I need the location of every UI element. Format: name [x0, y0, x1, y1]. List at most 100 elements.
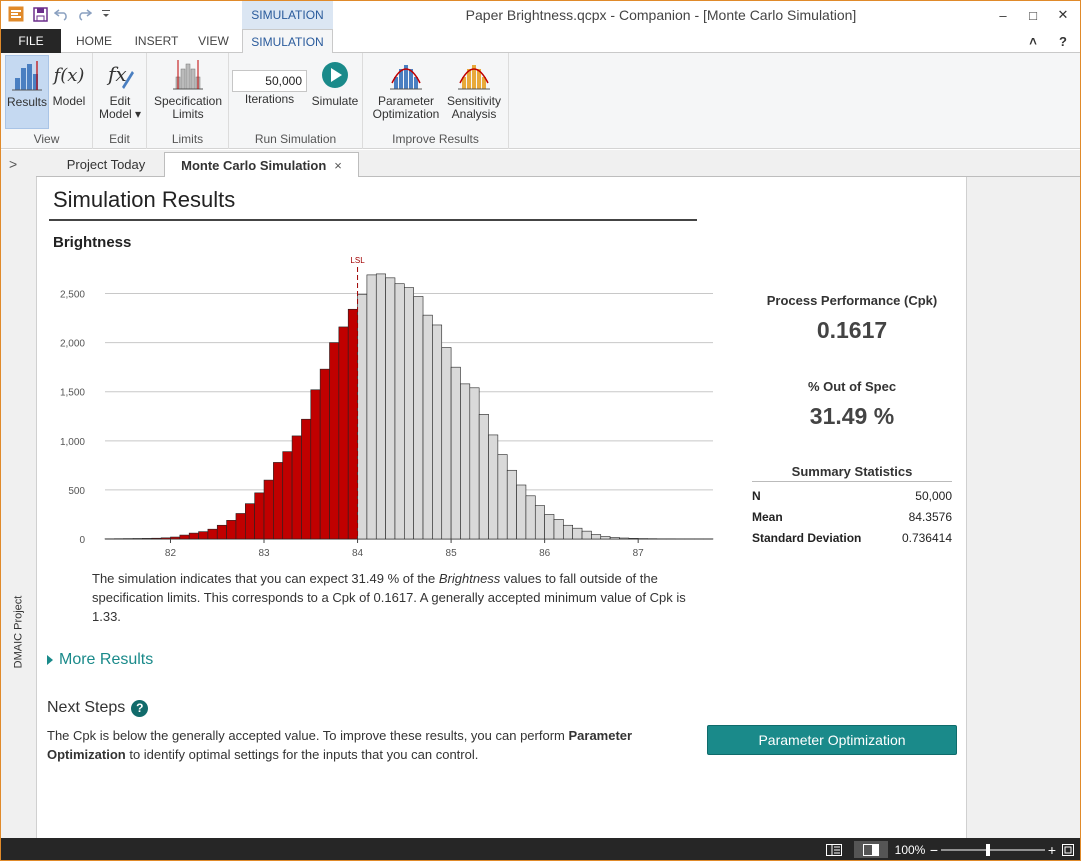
- maximize-button[interactable]: □: [1021, 5, 1045, 25]
- summary-label: N: [752, 489, 761, 503]
- parameter-optimization-icon: [390, 55, 422, 95]
- tab-monte-carlo-label: Monte Carlo Simulation: [181, 158, 326, 173]
- ribbon-group-improve-results: Parameter Optimization Sensitivity Analy…: [363, 53, 509, 149]
- summary-value: 50,000: [915, 489, 952, 503]
- y-tick-label: 500: [68, 486, 85, 497]
- histogram-bar-out-of-spec: [292, 436, 301, 539]
- tab-project-today[interactable]: Project Today: [46, 152, 166, 177]
- more-results-toggle[interactable]: More Results: [47, 651, 153, 669]
- histogram-bar-out-of-spec: [152, 538, 161, 539]
- document-tabs: Project Today Monte Carlo Simulation ×: [36, 150, 1080, 177]
- summary-row-std-dev: Standard Deviation 0.736414: [752, 531, 952, 545]
- histogram-bar-out-of-spec: [311, 390, 320, 539]
- tab-view[interactable]: VIEW: [191, 29, 236, 53]
- histogram-bar-out-of-spec: [348, 309, 357, 539]
- y-tick-label: 0: [79, 535, 85, 546]
- histogram-bar-in-spec: [442, 348, 451, 539]
- histogram-bar-out-of-spec: [189, 533, 198, 539]
- minimize-button[interactable]: –: [991, 5, 1015, 25]
- x-tick-label: 85: [446, 548, 458, 557]
- title-bar: SIMULATION Paper Brightness.qcpx - Compa…: [1, 1, 1080, 29]
- play-icon: [320, 55, 350, 95]
- tab-file[interactable]: FILE: [1, 29, 61, 53]
- sensitivity-analysis-button[interactable]: Sensitivity Analysis: [443, 55, 505, 129]
- expand-panel-icon[interactable]: >: [9, 156, 17, 172]
- simulate-button[interactable]: Simulate: [309, 55, 361, 129]
- summary-value: 84.3576: [909, 510, 952, 524]
- summary-value: 0.736414: [902, 531, 952, 545]
- close-button[interactable]: ✕: [1051, 5, 1075, 25]
- help-icon[interactable]: ?: [131, 700, 148, 717]
- histogram-bar-out-of-spec: [161, 538, 170, 539]
- normal-view-icon[interactable]: [823, 841, 845, 858]
- y-tick-label: 2,500: [60, 290, 85, 301]
- ribbon-group-limits: Specification Limits Limits: [147, 53, 229, 149]
- status-bar: 100% − +: [1, 838, 1080, 861]
- histogram-bar-out-of-spec: [320, 369, 329, 539]
- group-label-limits: Limits: [147, 132, 228, 146]
- customize-qat-icon[interactable]: [97, 5, 115, 23]
- app-logo-icon[interactable]: [7, 5, 25, 23]
- redo-icon[interactable]: [75, 5, 93, 23]
- summary-statistics-title: Summary Statistics: [752, 464, 952, 482]
- histogram-bar-in-spec: [470, 388, 479, 539]
- histogram-bar-out-of-spec: [273, 462, 282, 539]
- iterations-input[interactable]: [232, 70, 307, 92]
- histogram-bar-in-spec: [386, 278, 395, 539]
- zoom-slider[interactable]: [941, 841, 1045, 858]
- tab-monte-carlo-simulation[interactable]: Monte Carlo Simulation ×: [164, 152, 359, 178]
- specification-limits-button[interactable]: Specification Limits: [151, 55, 225, 129]
- histogram-bar-out-of-spec: [199, 532, 208, 539]
- summary-label: Standard Deviation: [752, 531, 861, 545]
- results-button[interactable]: Results: [5, 55, 49, 129]
- edit-function-icon: fx: [105, 55, 135, 95]
- out-of-spec-value: 31.49 %: [752, 403, 952, 430]
- ribbon-group-edit: fx Edit Model ▾ Edit: [93, 53, 147, 149]
- dmaic-side-panel[interactable]: > DMAIC Project: [1, 150, 36, 838]
- histogram-bar-in-spec: [395, 284, 404, 539]
- tab-simulation[interactable]: SIMULATION: [242, 29, 333, 54]
- histogram-bar-out-of-spec: [339, 327, 348, 539]
- close-tab-icon[interactable]: ×: [334, 158, 342, 173]
- results-label: Results: [7, 96, 47, 109]
- y-tick-label: 1,000: [60, 437, 85, 448]
- histogram-icon: [12, 56, 42, 96]
- y-axis: 05001,0001,5002,0002,500: [60, 290, 85, 546]
- parameter-optimization-action-button[interactable]: Parameter Optimization: [707, 725, 957, 755]
- zoom-level: 100%: [894, 841, 926, 858]
- undo-icon[interactable]: [53, 5, 71, 23]
- histogram-bar-in-spec: [507, 470, 516, 539]
- histogram-bar-in-spec: [479, 414, 488, 539]
- model-button[interactable]: f(x) Model: [49, 55, 89, 129]
- summary-row-n: N 50,000: [752, 489, 952, 503]
- tab-home[interactable]: HOME: [69, 29, 119, 53]
- zoom-in-button[interactable]: +: [1045, 841, 1059, 858]
- histogram-bar-out-of-spec: [208, 529, 217, 539]
- histogram-bar-in-spec: [526, 496, 535, 539]
- tab-insert[interactable]: INSERT: [129, 29, 184, 53]
- x-tick-label: 82: [165, 548, 177, 557]
- zoom-out-button[interactable]: −: [927, 841, 941, 858]
- x-tick-label: 84: [352, 548, 364, 557]
- sensitivity-analysis-icon: [458, 55, 490, 95]
- histogram-bar-in-spec: [619, 538, 628, 539]
- simulation-results-pane: Simulation Results Brightness 82 83 84 85 86…: [36, 177, 967, 838]
- summary-row-mean: Mean 84.3576: [752, 510, 952, 524]
- histogram-bar-out-of-spec: [255, 493, 264, 539]
- edit-model-button[interactable]: fx Edit Model ▾: [97, 55, 143, 129]
- page-title: Simulation Results: [53, 187, 235, 213]
- right-margin: [967, 177, 1080, 838]
- fit-to-window-icon[interactable]: [1061, 841, 1075, 858]
- window-title: Paper Brightness.qcpx - Companion - [Mon…: [381, 7, 941, 23]
- help-button[interactable]: ?: [1051, 31, 1075, 51]
- chart-title: Brightness: [53, 234, 131, 251]
- collapse-ribbon-button[interactable]: ˄: [1021, 31, 1045, 51]
- expand-arrow-icon: [47, 655, 53, 665]
- save-icon[interactable]: [31, 5, 49, 23]
- parameter-optimization-button[interactable]: Parameter Optimization: [369, 55, 443, 129]
- page-view-icon[interactable]: [854, 841, 888, 858]
- histogram-bars: [105, 274, 713, 539]
- histogram-bar-out-of-spec: [227, 520, 236, 539]
- cpk-value: 0.1617: [752, 317, 952, 344]
- histogram-bar-in-spec: [563, 525, 572, 539]
